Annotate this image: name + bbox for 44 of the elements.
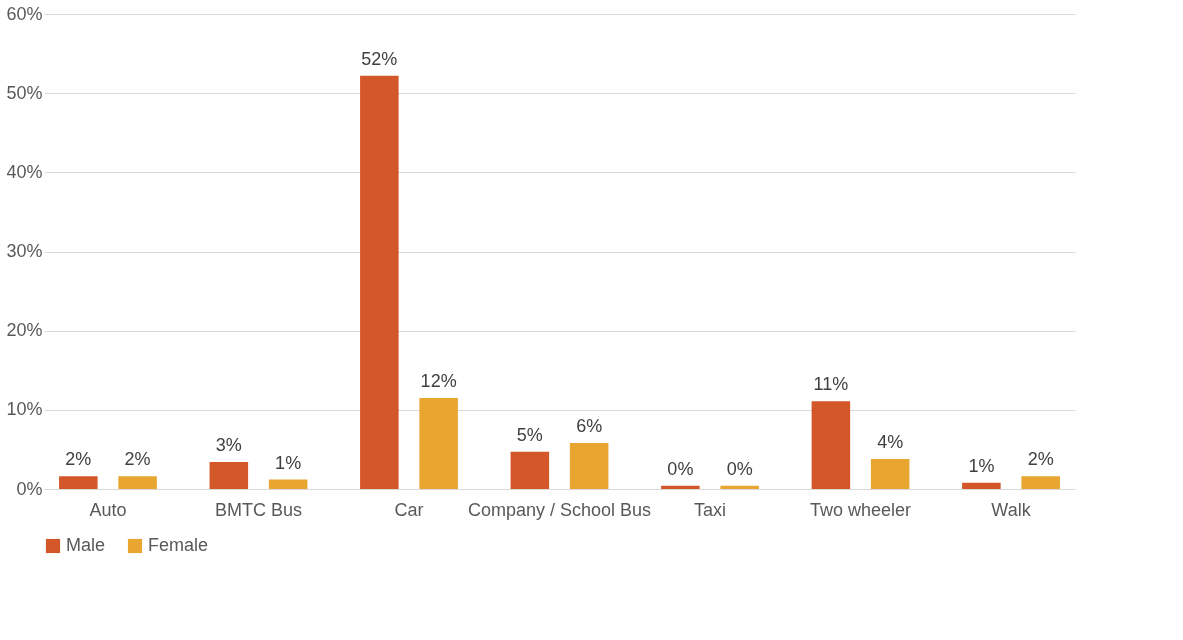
data-label: 2%	[124, 449, 151, 470]
y-tick-label: 20%	[6, 320, 43, 341]
bar	[268, 479, 308, 489]
legend-label: Female	[148, 535, 209, 555]
data-label: 11%	[813, 374, 849, 395]
data-label: 2%	[1027, 449, 1054, 470]
y-tick-label: 30%	[6, 241, 43, 261]
data-label: 1%	[968, 455, 995, 476]
y-tick-label: 0%	[16, 478, 43, 499]
bar	[118, 476, 157, 489]
y-tick-label: 10%	[6, 399, 43, 420]
x-tick-label: Taxi	[694, 499, 727, 520]
bar	[59, 476, 98, 489]
data-label: 6%	[576, 416, 603, 437]
x-tick-label: Walk	[991, 499, 1032, 520]
bar	[419, 397, 458, 489]
data-label: 3%	[215, 435, 242, 456]
data-label: 4%	[877, 431, 904, 452]
bar	[661, 485, 700, 489]
x-tick-label: Auto	[89, 499, 127, 520]
bar	[510, 451, 550, 489]
data-label: 1%	[275, 452, 302, 473]
data-label: 0%	[726, 458, 753, 479]
x-tick-label: Company / School Bus	[467, 499, 652, 520]
y-tick-label: 60%	[6, 3, 43, 24]
bar	[962, 482, 1001, 489]
data-label: 52%	[361, 48, 398, 69]
x-tick-label: Car	[394, 499, 424, 520]
data-label: 2%	[65, 449, 92, 470]
bar	[209, 462, 249, 489]
x-tick-label: Two wheeler	[809, 499, 912, 520]
y-tick-label: 40%	[6, 161, 43, 182]
legend-label: Male	[66, 535, 106, 555]
bar	[811, 401, 851, 489]
bar	[720, 485, 759, 489]
bar	[1021, 476, 1060, 489]
x-tick-label: BMTC Bus	[214, 499, 302, 520]
bar	[870, 458, 910, 489]
data-label: 5%	[516, 424, 543, 445]
data-label: 0%	[667, 458, 694, 479]
bar	[569, 443, 609, 489]
bar	[360, 75, 399, 489]
data-label: 12%	[420, 370, 457, 391]
y-tick-label: 50%	[6, 82, 43, 103]
